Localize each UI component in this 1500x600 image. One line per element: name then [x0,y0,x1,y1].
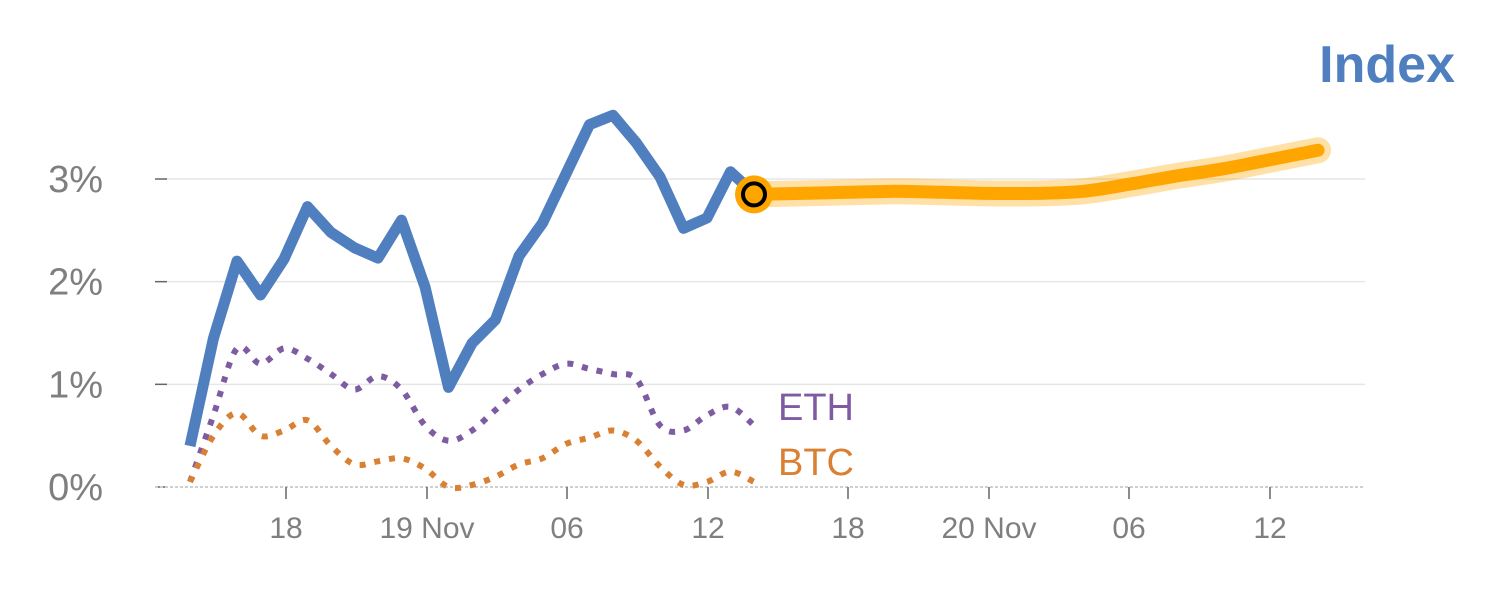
y-tick-label: 1% [48,364,103,406]
chart-title: Index [1319,36,1455,94]
series-line-btc [187,410,756,492]
y-tick-label: 3% [48,159,103,201]
x-tick-label: 06 [1112,512,1145,545]
x-tick-label: 19 Nov [379,512,474,545]
series-line-index [184,109,778,448]
x-tick-label: 12 [691,512,724,545]
y-tick-label: 0% [48,467,103,509]
x-tick-label: 06 [550,512,583,545]
forecast-line [747,143,1325,201]
series-labels: ETH BTC [778,387,854,484]
axes: 0% 1% 2% 3% 18 19 Nov 06 12 18 20 Nov 06 12 [48,159,1365,545]
series-lines [184,109,1331,492]
handoff-marker-inner [741,181,767,208]
x-tick-label: 18 [831,512,864,545]
x-tick-label: 12 [1253,512,1286,545]
series-line-eth [187,343,756,483]
series-label-eth: ETH [778,387,854,429]
series-label-btc: BTC [778,442,854,484]
x-tick-label: 20 Nov [941,512,1036,545]
y-tick-label: 2% [48,262,103,304]
x-tick-label: 18 [269,512,302,545]
